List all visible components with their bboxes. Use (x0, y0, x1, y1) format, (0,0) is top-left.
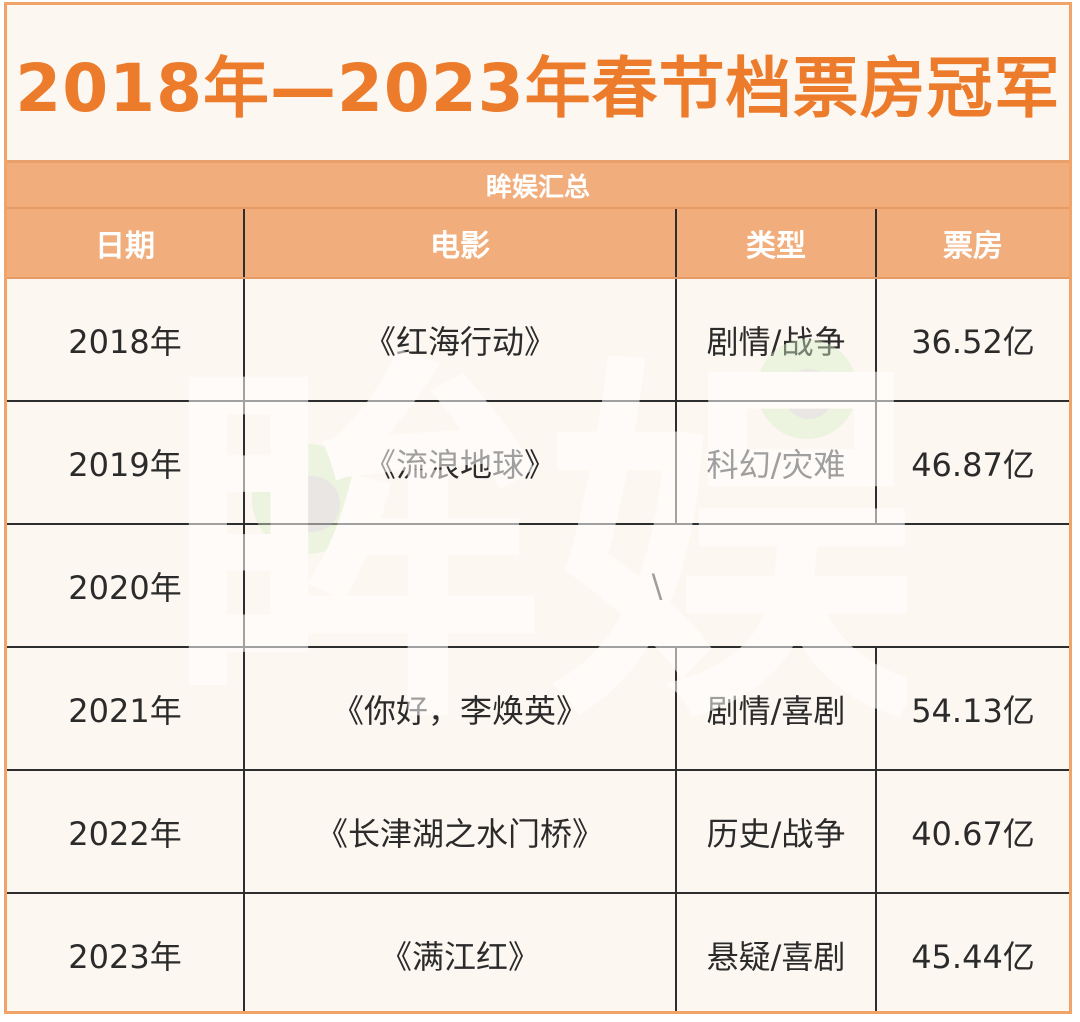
cell-box-office: 54.13亿 (911, 691, 1035, 730)
cell-genre: 悬疑/喜剧 (677, 894, 877, 1011)
cell-genre: 剧情/喜剧 (677, 648, 877, 769)
cell-movie: 《你好，李焕英》 (245, 648, 677, 769)
table-body: 2018年 《红海行动》 剧情/战争 36.52亿 2019年 《流浪地球》 科… (7, 279, 1069, 1011)
cell-box-office: 36.52亿 (911, 322, 1035, 361)
cell-genre: 科幻/灾难 (677, 402, 877, 523)
cell-genre: 历史/战争 (677, 771, 877, 892)
page-title: 2018年—2023年春节档票房冠军 (7, 5, 1069, 163)
cell-box-office: 40.67亿 (911, 814, 1035, 853)
table-row: 2020年 \ (7, 525, 1069, 648)
cell-movie: 《满江红》 (245, 894, 677, 1011)
cell-movie: 《长津湖之水门桥》 (245, 771, 677, 892)
source-label: 眸娱汇总 (7, 163, 1069, 209)
header-box-office: 票房 (943, 229, 1003, 264)
cell-movie: 《流浪地球》 (245, 402, 677, 523)
cell-genre: 剧情/战争 (677, 279, 877, 400)
table-row: 2019年 《流浪地球》 科幻/灾难 46.87亿 (7, 402, 1069, 525)
cell-no-data: \ (651, 566, 663, 605)
cell-date: 2023年 (7, 894, 245, 1011)
table-row: 2018年 《红海行动》 剧情/战争 36.52亿 (7, 279, 1069, 402)
cell-date: 2021年 (7, 648, 245, 769)
cell-movie: 《红海行动》 (245, 279, 677, 400)
header-date: 日期 (7, 209, 245, 277)
table-row: 2023年 《满江红》 悬疑/喜剧 45.44亿 (7, 894, 1069, 1011)
table-header: 日期 电影 类型 票房 (7, 209, 1069, 279)
cell-date: 2022年 (7, 771, 245, 892)
cell-box-office: 45.44亿 (911, 937, 1035, 976)
cell-date: 2019年 (7, 402, 245, 523)
table-frame: 2018年—2023年春节档票房冠军 眸娱汇总 日期 电影 类型 票房 2018… (4, 2, 1072, 1014)
cell-date: 2018年 (7, 279, 245, 400)
cell-box-office: 46.87亿 (911, 445, 1035, 484)
header-movie: 电影 (245, 209, 677, 277)
table-row: 2022年 《长津湖之水门桥》 历史/战争 40.67亿 (7, 771, 1069, 894)
cell-date: 2020年 (7, 525, 245, 646)
header-genre: 类型 (677, 209, 877, 277)
table-row: 2021年 《你好，李焕英》 剧情/喜剧 54.13亿 (7, 648, 1069, 771)
